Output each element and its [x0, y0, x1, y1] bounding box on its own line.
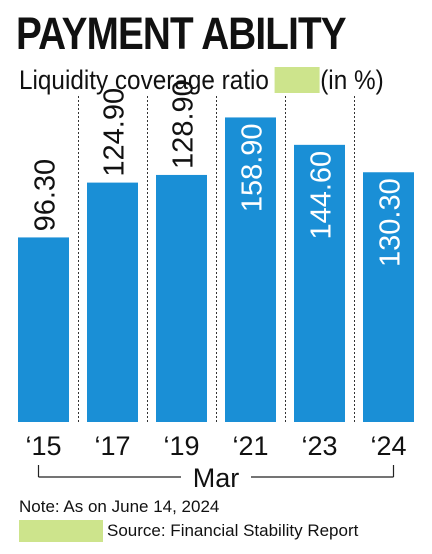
legend-highlight-swatch [274, 67, 320, 93]
group-label: Mar [193, 463, 240, 490]
x-tick-label: ‘24 [370, 431, 406, 461]
bar-series [18, 117, 414, 423]
group-bracket: Mar [37, 463, 395, 490]
x-tick-label: ‘17 [94, 431, 130, 461]
x-tick-label: ‘15 [25, 431, 61, 461]
chart-title: PAYMENT ABILITY [16, 8, 347, 59]
value-label: 144.60 [306, 151, 338, 240]
x-tick-label: ‘19 [163, 431, 199, 461]
bar [225, 117, 276, 423]
source-row: Source: Financial Stability Report [19, 519, 358, 543]
value-label: 158.90 [237, 123, 269, 212]
value-label: 124.90 [99, 88, 131, 177]
value-labels: 96.30 124.90 128.90 158.90 144.60 130.30 [30, 80, 407, 267]
x-tick-label: ‘21 [232, 431, 268, 461]
bar [18, 237, 69, 422]
x-tick-label: ‘23 [301, 431, 337, 461]
value-label: 128.90 [168, 80, 200, 169]
value-label: 96.30 [30, 159, 62, 232]
note-text: Note: As on June 14, 2024 [19, 497, 220, 516]
value-label: 130.30 [375, 178, 407, 267]
bar [87, 182, 138, 422]
unit-label: (in %) [320, 65, 384, 95]
x-tick-labels: ‘15 ‘17 ‘19 ‘21 ‘23 ‘24 [25, 431, 406, 461]
bar [363, 172, 414, 422]
chart-subtitle-row: Liquidity coverage ratio (in %) [19, 62, 384, 98]
bar [156, 174, 207, 422]
chart-subtitle: Liquidity coverage ratio [19, 65, 269, 95]
source-highlight-swatch [19, 520, 103, 542]
source-text: Source: Financial Stability Report [107, 521, 359, 540]
bar [294, 144, 345, 422]
